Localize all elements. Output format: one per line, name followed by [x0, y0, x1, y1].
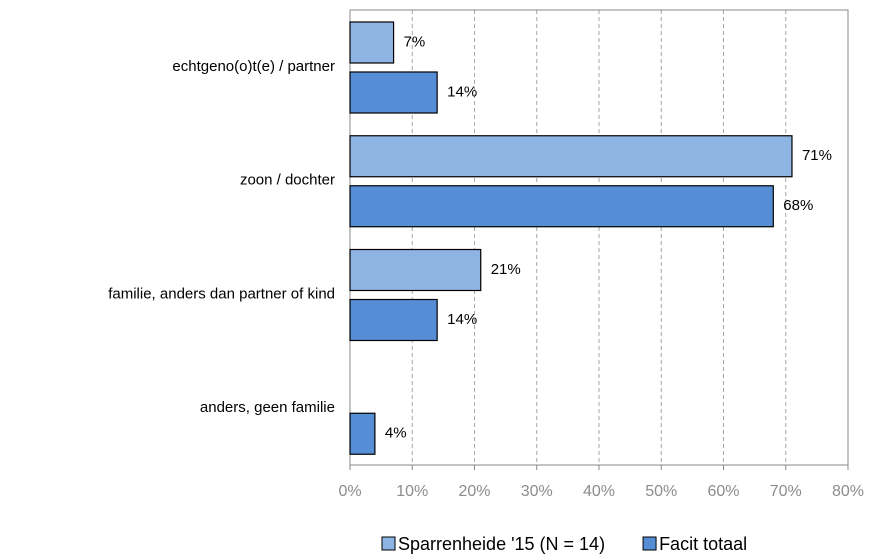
value-label: 71%	[802, 147, 832, 164]
plot-frame	[349, 9, 849, 466]
category-label: anders, geen familie	[200, 399, 335, 416]
legend-swatch	[642, 536, 657, 551]
x-tick-label: 80%	[832, 483, 864, 500]
x-tick-label: 40%	[583, 483, 615, 500]
x-tick-label: 0%	[338, 483, 361, 500]
bar	[349, 185, 774, 228]
x-tick-label: 10%	[396, 483, 428, 500]
bar	[349, 21, 395, 64]
x-tick-label: 60%	[707, 483, 739, 500]
value-label: 7%	[404, 33, 426, 50]
legend-swatch	[381, 536, 396, 551]
bar	[349, 135, 793, 178]
x-tick-label: 70%	[770, 483, 802, 500]
category-label: zoon / dochter	[240, 172, 335, 189]
bar	[349, 298, 438, 342]
bar	[349, 248, 482, 292]
value-label: 68%	[783, 197, 813, 214]
bar	[349, 71, 438, 114]
legend-label: Facit totaal	[659, 534, 747, 554]
value-label: 14%	[447, 311, 477, 328]
legend-label: Sparrenheide '15 (N = 14)	[398, 534, 605, 554]
category-label: echtgeno(o)t(e) / partner	[172, 58, 335, 75]
value-label: 21%	[491, 261, 521, 278]
value-label: 4%	[385, 425, 407, 442]
value-label: 14%	[447, 83, 477, 100]
x-tick-label: 20%	[458, 483, 490, 500]
x-tick-label: 30%	[521, 483, 553, 500]
category-label: familie, anders dan partner of kind	[108, 285, 335, 302]
bar	[349, 412, 376, 455]
x-tick-label: 50%	[645, 483, 677, 500]
